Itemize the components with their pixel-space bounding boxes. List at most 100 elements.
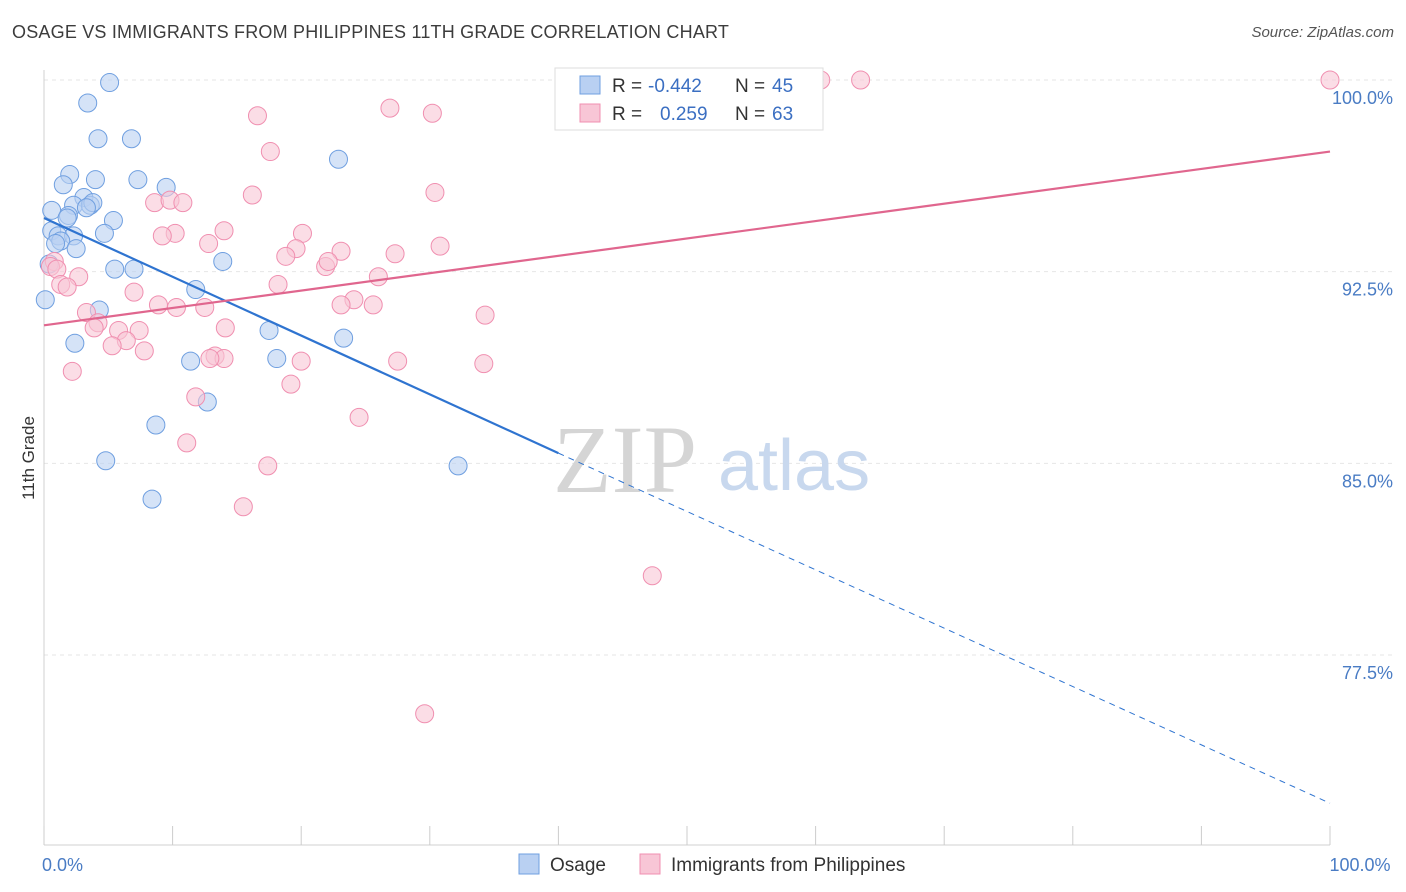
point-philippines-51 bbox=[200, 349, 220, 369]
legend-n-label-osage: N = bbox=[735, 76, 765, 97]
bottom-legend-label-philippines: Immigrants from Philippines bbox=[671, 855, 905, 876]
point-philippines-62 bbox=[642, 566, 662, 586]
x-tick-label-1: 100.0% bbox=[1329, 855, 1390, 875]
point-philippines-32 bbox=[124, 282, 144, 302]
point-osage-35 bbox=[181, 351, 201, 371]
point-osage-0 bbox=[100, 73, 120, 93]
watermark-zip: ZIP bbox=[553, 406, 697, 513]
source-credit: Source: ZipAtlas.com bbox=[1251, 24, 1394, 41]
point-philippines-12 bbox=[214, 221, 234, 241]
point-philippines-48 bbox=[102, 336, 122, 356]
legend-swatch-osage bbox=[579, 75, 601, 95]
point-philippines-47 bbox=[134, 341, 154, 361]
y-axis-label: 11th Grade bbox=[19, 416, 38, 500]
bottom-legend-swatch-philippines bbox=[639, 853, 661, 875]
trend-line-philippines bbox=[43, 150, 1331, 327]
point-philippines-16 bbox=[199, 234, 219, 254]
point-osage-13 bbox=[76, 198, 96, 218]
point-philippines-37 bbox=[331, 295, 351, 315]
point-philippines-1 bbox=[851, 70, 871, 90]
point-philippines-61 bbox=[233, 497, 253, 517]
point-osage-7 bbox=[53, 175, 73, 195]
point-philippines-59 bbox=[177, 433, 197, 453]
point-philippines-54 bbox=[474, 354, 494, 374]
point-osage-5 bbox=[85, 170, 105, 190]
point-philippines-38 bbox=[363, 295, 383, 315]
legend-r-value-osage: -0.442 bbox=[648, 76, 702, 97]
x-ticks bbox=[43, 826, 1331, 845]
point-philippines-26 bbox=[318, 251, 338, 271]
point-philippines-63 bbox=[415, 704, 435, 724]
point-philippines-39 bbox=[475, 305, 495, 325]
point-philippines-53 bbox=[388, 351, 408, 371]
point-philippines-2 bbox=[1320, 70, 1340, 90]
point-philippines-43 bbox=[215, 318, 235, 338]
stats-legend: R = -0.442 N = 45 R = 0.259 N = 63 bbox=[554, 67, 824, 131]
point-philippines-27 bbox=[368, 267, 388, 287]
watermark: ZIP atlas bbox=[553, 406, 870, 513]
point-philippines-11 bbox=[173, 193, 193, 213]
legend-r-label-osage: R = bbox=[612, 76, 642, 97]
y-tick-label-1: 92.5% bbox=[1342, 280, 1393, 300]
point-osage-30 bbox=[35, 290, 55, 310]
point-osage-34 bbox=[334, 328, 354, 348]
point-philippines-42 bbox=[84, 318, 104, 338]
point-philippines-20 bbox=[385, 244, 405, 264]
bottom-legend-swatch-osage bbox=[518, 853, 540, 875]
point-philippines-19 bbox=[331, 241, 351, 261]
trend-line-osage-extrapolated bbox=[558, 452, 1331, 804]
watermark-atlas: atlas bbox=[718, 426, 870, 506]
point-philippines-8 bbox=[242, 185, 262, 205]
series-legend: Osage Immigrants from Philippines bbox=[518, 853, 905, 876]
point-osage-36 bbox=[267, 349, 287, 369]
point-osage-23 bbox=[46, 234, 66, 254]
x-tick-label-0: 0.0% bbox=[42, 855, 83, 875]
point-osage-41 bbox=[142, 489, 162, 509]
point-philippines-17 bbox=[430, 236, 450, 256]
point-osage-3 bbox=[121, 129, 141, 149]
point-philippines-31 bbox=[57, 277, 77, 297]
chart-title: OSAGE VS IMMIGRANTS FROM PHILIPPINES 11T… bbox=[12, 22, 730, 42]
point-philippines-30 bbox=[268, 274, 288, 294]
point-philippines-52 bbox=[291, 351, 311, 371]
point-philippines-21 bbox=[276, 246, 296, 266]
point-philippines-60 bbox=[258, 456, 278, 476]
point-osage-2 bbox=[88, 129, 108, 149]
point-osage-24 bbox=[66, 239, 86, 259]
legend-swatch-philippines bbox=[579, 103, 601, 123]
y-tick-label-2: 85.0% bbox=[1342, 471, 1393, 491]
point-osage-20 bbox=[94, 223, 114, 243]
point-philippines-57 bbox=[186, 387, 206, 407]
legend-r-label-philippines: R = bbox=[612, 104, 642, 125]
bottom-legend-label-osage: Osage bbox=[550, 855, 606, 876]
gridlines bbox=[44, 79, 1392, 656]
point-osage-40 bbox=[448, 456, 468, 476]
series-osage-points bbox=[35, 73, 468, 509]
point-philippines-56 bbox=[281, 374, 301, 394]
point-osage-33 bbox=[65, 333, 85, 353]
legend-n-value-osage: 45 bbox=[772, 76, 793, 97]
x-tick-labels: 0.0% 100.0% bbox=[42, 855, 1391, 875]
point-osage-6 bbox=[128, 170, 148, 190]
point-philippines-55 bbox=[62, 361, 82, 381]
point-philippines-3 bbox=[380, 98, 400, 118]
series-philippines-points bbox=[40, 70, 1340, 724]
point-osage-1 bbox=[78, 93, 98, 113]
legend-n-label-philippines: N = bbox=[735, 104, 765, 125]
point-philippines-45 bbox=[129, 320, 149, 340]
y-tick-labels: 100.0% 92.5% 85.0% 77.5% bbox=[1332, 88, 1393, 683]
trend-lines bbox=[43, 150, 1331, 804]
point-philippines-36 bbox=[195, 297, 215, 317]
legend-r-value-philippines: 0.259 bbox=[660, 104, 708, 125]
point-osage-16 bbox=[57, 208, 77, 228]
point-philippines-4 bbox=[247, 106, 267, 126]
legend-n-value-philippines: 63 bbox=[772, 104, 793, 125]
point-philippines-58 bbox=[349, 407, 369, 427]
point-osage-38 bbox=[146, 415, 166, 435]
point-philippines-14 bbox=[152, 226, 172, 246]
point-osage-39 bbox=[96, 451, 116, 471]
point-osage-27 bbox=[105, 259, 125, 279]
trend-line-osage bbox=[43, 216, 559, 455]
point-philippines-5 bbox=[422, 103, 442, 123]
